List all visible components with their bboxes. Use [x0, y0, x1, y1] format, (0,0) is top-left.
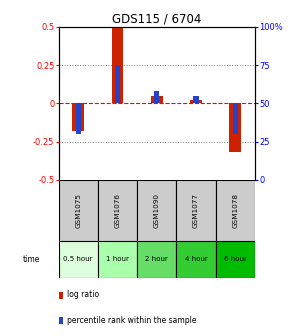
Bar: [72, 103, 84, 131]
Bar: [98, 241, 137, 278]
Bar: [233, 103, 238, 134]
Title: GDS115 / 6704: GDS115 / 6704: [112, 13, 202, 26]
Text: 6 hour: 6 hour: [224, 256, 247, 262]
Bar: [193, 96, 199, 103]
Bar: [115, 65, 120, 103]
Bar: [216, 180, 255, 241]
Bar: [229, 103, 241, 152]
Text: log ratio: log ratio: [67, 290, 99, 299]
Bar: [98, 180, 137, 241]
Bar: [112, 29, 123, 103]
Text: 1 hour: 1 hour: [106, 256, 129, 262]
Text: GSM1077: GSM1077: [193, 193, 199, 228]
Bar: [76, 103, 81, 134]
Text: 2 hour: 2 hour: [145, 256, 168, 262]
Bar: [151, 96, 163, 103]
Bar: [59, 318, 63, 324]
Text: time: time: [22, 255, 40, 264]
Text: 0.5 hour: 0.5 hour: [64, 256, 93, 262]
Text: 4 hour: 4 hour: [185, 256, 207, 262]
Bar: [59, 180, 98, 241]
Bar: [154, 91, 159, 103]
Text: GSM1076: GSM1076: [115, 193, 120, 228]
Text: GSM1078: GSM1078: [232, 193, 238, 228]
Text: percentile rank within the sample: percentile rank within the sample: [67, 316, 197, 325]
Bar: [59, 241, 98, 278]
Text: GSM1075: GSM1075: [75, 193, 81, 228]
Bar: [216, 241, 255, 278]
Bar: [176, 241, 216, 278]
Bar: [137, 180, 176, 241]
Bar: [176, 180, 216, 241]
Bar: [59, 292, 63, 298]
Bar: [137, 241, 176, 278]
Bar: [190, 100, 202, 103]
Text: GSM1090: GSM1090: [154, 193, 160, 228]
